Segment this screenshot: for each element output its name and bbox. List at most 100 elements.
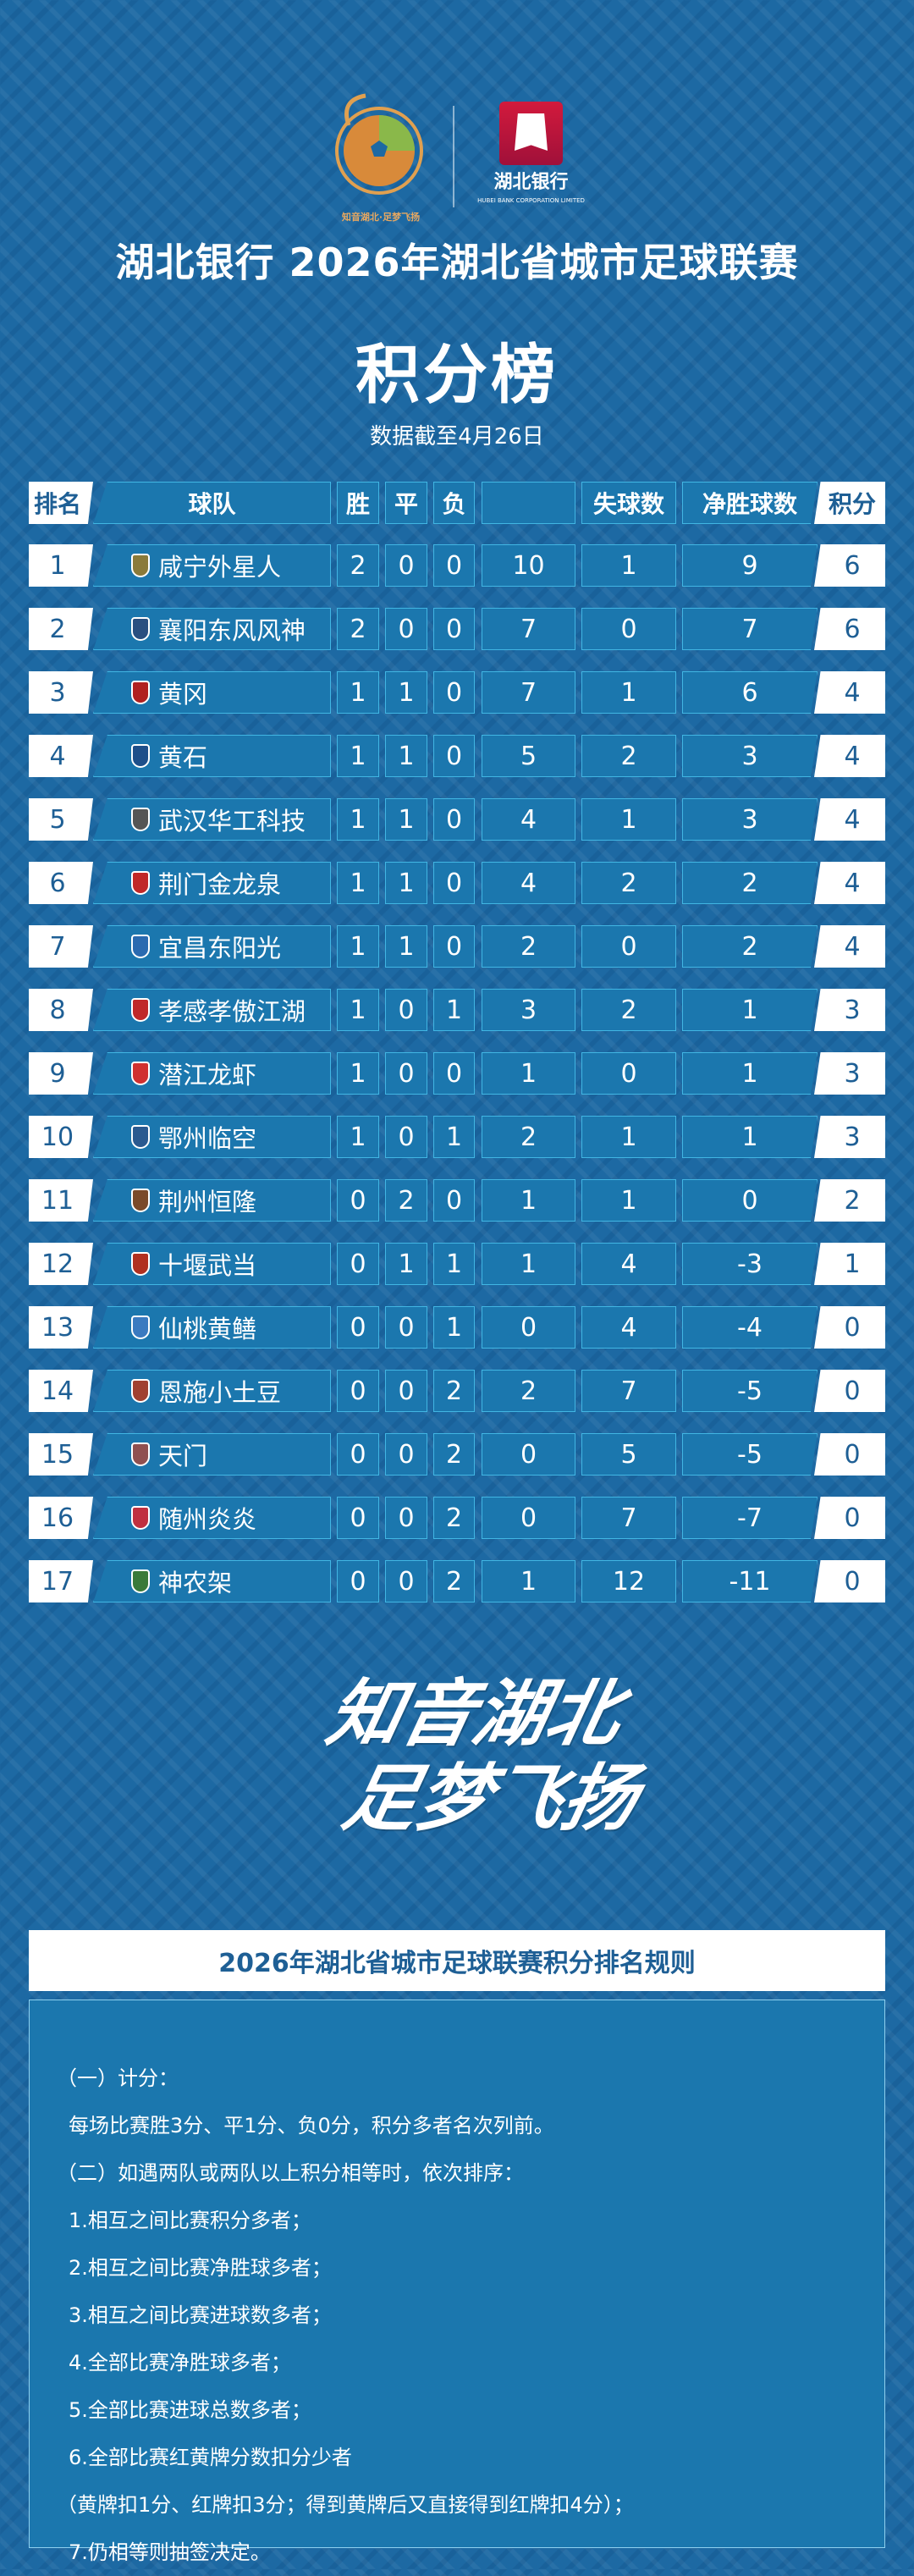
cell-goal-difference: 1 [682, 1116, 818, 1158]
cell-team: 荆州恒隆 [93, 1179, 331, 1222]
cell-points: 2 [814, 1179, 885, 1222]
cell-losses: 0 [433, 671, 475, 714]
table-row: 7 宜昌东阳光 1 1 0 2 0 2 4 [0, 925, 914, 968]
cell-losses: 2 [433, 1560, 475, 1602]
cell-goal-difference: 9 [682, 544, 818, 587]
cell-goals-against: 2 [581, 989, 676, 1031]
cell-losses: 1 [433, 989, 475, 1031]
cell-goals-for: 2 [482, 1370, 575, 1412]
cell-goals-against: 2 [581, 735, 676, 777]
team-name: 孝感孝傲江湖 [158, 997, 306, 1026]
team-badge-icon [131, 744, 150, 768]
team-badge-icon [131, 935, 150, 958]
cell-draws: 0 [385, 989, 427, 1031]
cell-team: 荆门金龙泉 [93, 862, 331, 904]
cell-goals-for: 0 [482, 1306, 575, 1349]
cell-goals-for: 5 [482, 735, 575, 777]
header-goals-for [482, 482, 575, 524]
rule-line: 每场比赛胜3分、平1分、负0分，积分多者名次列前。 [69, 2114, 554, 2137]
team-name: 宜昌东阳光 [158, 934, 282, 963]
cell-points: 0 [814, 1497, 885, 1539]
table-row: 15 天门 0 0 2 0 5 -5 0 [0, 1433, 914, 1476]
rule-line: 6.全部比赛红黄牌分数扣分少者 [69, 2446, 352, 2469]
cell-draws: 0 [385, 1306, 427, 1349]
rule-line: 3.相互之间比赛进球数多者； [69, 2303, 332, 2327]
cell-draws: 0 [385, 1116, 427, 1158]
cell-points: 4 [814, 925, 885, 968]
team-badge-icon [131, 1252, 150, 1276]
team-badge-icon [131, 554, 150, 577]
cell-wins: 1 [337, 989, 379, 1031]
team-name: 十堰武当 [158, 1251, 257, 1280]
slogan-line-2: 足梦飞扬 [335, 1756, 646, 1841]
cell-goals-against: 2 [581, 862, 676, 904]
team-badge-icon [131, 1506, 150, 1530]
cell-draws: 0 [385, 608, 427, 650]
cell-goals-for: 10 [482, 544, 575, 587]
cell-rank: 13 [29, 1306, 93, 1349]
header-points: 积分 [814, 482, 885, 524]
team-badge-icon [131, 1569, 150, 1593]
cell-goals-for: 1 [482, 1052, 575, 1095]
sponsor-name: 湖北银行 [493, 171, 569, 193]
cell-goal-difference: -7 [682, 1497, 818, 1539]
cell-goal-difference: -11 [682, 1560, 818, 1602]
cell-goal-difference: -5 [682, 1433, 818, 1476]
cell-team: 仙桃黄鳝 [93, 1306, 331, 1349]
slogan-calligraphy: 知音湖北 足梦飞扬 [211, 1671, 721, 1841]
cell-goal-difference: -3 [682, 1243, 818, 1285]
cell-team: 宜昌东阳光 [93, 925, 331, 968]
cell-draws: 1 [385, 1243, 427, 1285]
cell-goal-difference: 3 [682, 798, 818, 841]
cell-losses: 0 [433, 1052, 475, 1095]
cell-goal-difference: -5 [682, 1370, 818, 1412]
table-row: 6 荆门金龙泉 1 1 0 4 2 2 4 [0, 862, 914, 904]
team-name: 恩施小土豆 [158, 1378, 282, 1407]
table-row: 8 孝感孝傲江湖 1 0 1 3 2 1 3 [0, 989, 914, 1031]
cell-goal-difference: 3 [682, 735, 818, 777]
cell-points: 0 [814, 1433, 885, 1476]
cell-draws: 0 [385, 1560, 427, 1602]
table-row: 14 恩施小土豆 0 0 2 2 7 -5 0 [0, 1370, 914, 1412]
cell-goals-for: 2 [482, 925, 575, 968]
cell-goal-difference: 1 [682, 989, 818, 1031]
team-badge-icon [131, 808, 150, 831]
header-goal-difference: 净胜球数 [682, 482, 818, 524]
rule-line: （黄牌扣1分、红牌扣3分；得到黄牌后又直接得到红牌扣4分）； [57, 2493, 634, 2517]
cell-points: 3 [814, 1116, 885, 1158]
logo-bar: 知音湖北·足梦飞扬 湖北银行 HUBEI BANK CORPORATION LI… [0, 85, 914, 229]
sponsor-name-en: HUBEI BANK CORPORATION LIMITED [477, 197, 585, 204]
cell-wins: 0 [337, 1370, 379, 1412]
header-losses: 负 [433, 482, 475, 524]
cell-goals-against: 0 [581, 925, 676, 968]
cell-losses: 0 [433, 1179, 475, 1222]
cell-goals-against: 0 [581, 1052, 676, 1095]
cell-losses: 0 [433, 608, 475, 650]
cell-rank: 3 [29, 671, 93, 714]
team-name: 荆门金龙泉 [158, 870, 282, 899]
cell-goals-against: 7 [581, 1497, 676, 1539]
table-row: 2 襄阳东风风神 2 0 0 7 0 7 6 [0, 608, 914, 650]
cell-team: 十堰武当 [93, 1243, 331, 1285]
cell-wins: 0 [337, 1306, 379, 1349]
team-badge-icon [131, 1125, 150, 1149]
cell-points: 0 [814, 1370, 885, 1412]
team-name: 武汉华工科技 [158, 807, 306, 836]
cell-goals-for: 1 [482, 1179, 575, 1222]
cell-goals-against: 1 [581, 1116, 676, 1158]
cell-team: 随州炎炎 [93, 1497, 331, 1539]
cell-draws: 1 [385, 798, 427, 841]
cell-losses: 2 [433, 1497, 475, 1539]
team-name: 荆州恒隆 [158, 1188, 257, 1216]
cell-team: 襄阳东风风神 [93, 608, 331, 650]
cell-points: 4 [814, 671, 885, 714]
cell-goals-for: 7 [482, 671, 575, 714]
cell-goal-difference: -4 [682, 1306, 818, 1349]
cell-draws: 1 [385, 925, 427, 968]
team-name: 襄阳东风风神 [158, 616, 306, 645]
team-badge-icon [131, 1379, 150, 1403]
cell-goal-difference: 1 [682, 1052, 818, 1095]
cell-points: 3 [814, 1052, 885, 1095]
page-title: 湖北银行 2026年湖北省城市足球联赛 [115, 240, 799, 285]
table-row: 17 神农架 0 0 2 1 12 -11 0 [0, 1560, 914, 1602]
